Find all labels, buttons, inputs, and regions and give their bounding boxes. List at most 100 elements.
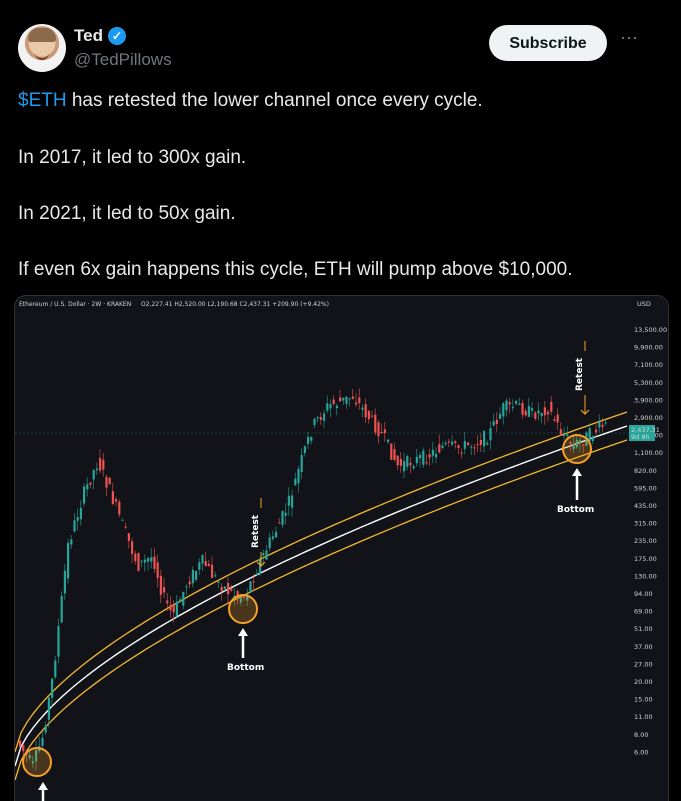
subscribe-button[interactable]: Subscribe [489, 25, 607, 61]
candle-body [563, 435, 566, 437]
candle-body [534, 412, 537, 419]
candle-body [383, 429, 386, 434]
candle-body [150, 557, 153, 562]
candle-body [345, 396, 348, 404]
candle-body [300, 455, 303, 473]
candle-body [604, 422, 607, 424]
candle-body [223, 586, 226, 590]
candle-body [377, 422, 380, 437]
candle-body [147, 558, 150, 562]
candle-body [511, 406, 514, 408]
candle-body [342, 397, 345, 401]
price-axis-bg [629, 296, 668, 801]
candle-body [207, 563, 210, 567]
candle-body [310, 437, 313, 441]
candle-body [195, 571, 198, 580]
candle-body [492, 421, 495, 426]
chart-title: Ethereum / U.S. Dollar · 2W · KRAKEN [19, 301, 131, 308]
y-tick-label: 595.00 [634, 484, 657, 492]
candle-body [339, 397, 342, 402]
candle-body [236, 591, 239, 598]
candle-body [326, 403, 329, 411]
candle-body [211, 564, 214, 578]
bottom-arrow-2017-head [38, 782, 48, 790]
candle-body [463, 441, 466, 449]
candle-body [495, 419, 498, 425]
candle-body [451, 441, 454, 445]
chart-image[interactable]: USD 13,500.00 9,900.00 7,100.00 5,300.00 3,90… [14, 295, 669, 801]
candle-body [291, 495, 294, 508]
candle-body [396, 455, 399, 466]
y-tick-label: 9,900.00 [634, 344, 663, 352]
candle-body [124, 526, 127, 528]
candle-body [403, 461, 406, 472]
candle-body [57, 626, 60, 657]
candle-body [204, 560, 207, 566]
candle-body [175, 601, 178, 617]
candle-body [387, 439, 390, 443]
candle-body [582, 444, 585, 446]
candle-body [262, 553, 265, 556]
y-tick-label: 11.00 [634, 713, 653, 721]
candle-body [28, 755, 31, 759]
y-tick-label: 175.00 [634, 555, 657, 563]
candle-body [201, 554, 204, 564]
y-tick-label: 20.00 [634, 678, 653, 686]
candle-body [575, 439, 578, 448]
last-price-tag [629, 425, 655, 441]
candle-body [172, 604, 175, 613]
candle-body [566, 434, 569, 436]
candle-body [476, 444, 479, 446]
candle-body [198, 562, 201, 570]
y-tick-label: 13,500.00 [634, 326, 667, 334]
candle-body [265, 550, 268, 560]
verified-badge-icon: ✓ [108, 27, 126, 45]
candle-body [393, 448, 396, 461]
candle-body [63, 570, 66, 594]
retest-circle-2021 [228, 594, 258, 624]
candle-body [409, 462, 412, 466]
candle-body [335, 405, 338, 408]
candle-body [92, 469, 95, 480]
candle-body [67, 542, 70, 579]
candle-body [502, 403, 505, 417]
candle-body [358, 397, 361, 403]
post-line-3: In 2021, it led to 50x gain. [18, 203, 236, 224]
candle-body [367, 410, 370, 420]
author-name[interactable]: Ted [74, 26, 103, 45]
candle-body [556, 414, 559, 423]
candle-body [284, 512, 287, 516]
candle-body [591, 436, 594, 442]
candle-body [329, 404, 332, 409]
more-dots-icon[interactable]: ⋯ [620, 28, 638, 48]
avatar[interactable] [18, 24, 66, 72]
candle-body [108, 477, 111, 485]
candle-body [441, 445, 444, 448]
candle-body [281, 511, 284, 525]
candle-body [275, 531, 278, 538]
candle-body [316, 417, 319, 419]
candle-body [179, 599, 182, 603]
candle-body [374, 414, 377, 433]
candle-body [121, 519, 124, 521]
candle-body [163, 587, 166, 593]
currency-label: USD [637, 300, 651, 308]
post-line-2: In 2017, it led to 300x gain. [18, 147, 247, 168]
cashtag-link[interactable]: $ETH [18, 90, 67, 111]
candle-body [521, 402, 524, 415]
author-handle[interactable]: @TedPillows [74, 50, 172, 69]
retest-label-2021: Retest [251, 514, 261, 548]
y-tick-label: 94.00 [634, 590, 653, 598]
candle-body [307, 436, 310, 444]
candle-body [243, 596, 246, 598]
last-price-sub: 9d 8h [631, 433, 650, 441]
candle-body [371, 415, 374, 417]
candle-body [595, 429, 598, 433]
candle-body [505, 400, 508, 411]
candle-body [489, 428, 492, 441]
y-tick-label: 6.00 [634, 748, 648, 756]
last-price-label: 2,437.31 [631, 426, 660, 434]
candle-body [156, 562, 159, 579]
candle-body [559, 429, 562, 435]
tweet-header: Ted ✓ @TedPillows Subscribe ⋯ [18, 22, 663, 74]
